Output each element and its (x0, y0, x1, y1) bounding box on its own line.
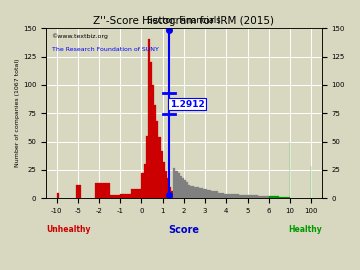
Text: The Research Foundation of SUNY: The Research Foundation of SUNY (51, 47, 158, 52)
Bar (211, 191, 218, 198)
Bar (218, 193, 224, 198)
Bar (285, 197, 287, 198)
Bar (141, 173, 144, 198)
Bar (156, 121, 158, 198)
Bar (163, 162, 165, 198)
Bar (190, 186, 194, 198)
Bar (95, 184, 110, 198)
Bar (199, 188, 203, 198)
Bar (169, 187, 171, 198)
Bar (152, 85, 154, 198)
Bar (180, 176, 182, 198)
Bar (277, 196, 279, 198)
Y-axis label: Number of companies (1067 total): Number of companies (1067 total) (15, 59, 20, 167)
Bar (274, 196, 277, 198)
Bar (224, 194, 230, 198)
Bar (154, 105, 156, 198)
Bar (146, 136, 148, 198)
Bar (177, 173, 180, 198)
Bar (76, 185, 81, 198)
Bar (110, 195, 120, 198)
Bar (175, 171, 177, 198)
Bar (161, 151, 163, 198)
Bar (167, 178, 169, 198)
Bar (248, 195, 258, 198)
Bar (158, 137, 161, 198)
Text: Unhealthy: Unhealthy (46, 225, 90, 234)
Bar (150, 62, 152, 198)
Bar (271, 196, 274, 198)
Text: 1.2912: 1.2912 (170, 100, 204, 109)
Bar (194, 187, 199, 198)
Bar (207, 190, 211, 198)
Bar (184, 180, 186, 198)
Bar (186, 182, 188, 198)
Bar (230, 194, 239, 198)
Bar (287, 197, 290, 198)
Bar (188, 185, 190, 198)
Bar (203, 189, 207, 198)
Bar (282, 197, 285, 198)
Bar (144, 164, 146, 198)
Text: Healthy: Healthy (288, 225, 322, 234)
Bar (182, 178, 184, 198)
Bar (131, 189, 141, 198)
Text: Sector: Financials: Sector: Financials (147, 16, 221, 25)
Title: Z''-Score Histogram for IRM (2015): Z''-Score Histogram for IRM (2015) (93, 16, 274, 26)
Bar (171, 191, 173, 198)
Bar (269, 196, 271, 198)
Bar (120, 194, 131, 198)
Bar (279, 197, 282, 198)
Bar (173, 168, 175, 198)
Text: ©www.textbiz.org: ©www.textbiz.org (51, 33, 108, 39)
Bar (148, 39, 150, 198)
Bar (258, 196, 269, 198)
Bar (57, 193, 59, 198)
Bar (165, 171, 167, 198)
Text: Score: Score (168, 225, 199, 235)
Bar (239, 195, 248, 198)
